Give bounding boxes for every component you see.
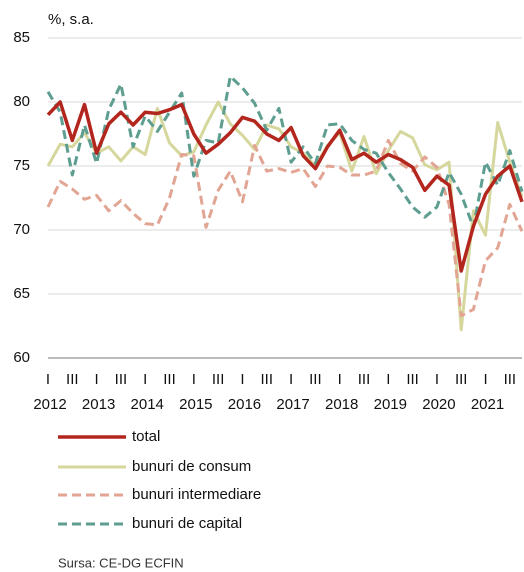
year-label: 2014 xyxy=(131,396,164,413)
legend-label: bunuri intermediare xyxy=(132,486,261,503)
x-tick-label: III xyxy=(115,371,128,388)
x-tick-label: III xyxy=(261,371,274,388)
year-label: 2021 xyxy=(471,396,504,413)
year-label: 2020 xyxy=(422,396,455,413)
x-tick-label: I xyxy=(143,371,147,388)
y-tick-label: 85 xyxy=(13,29,30,46)
y-tick-label: 70 xyxy=(13,221,30,238)
x-tick-label: I xyxy=(95,371,99,388)
legend-label: bunuri de consum xyxy=(132,458,251,475)
x-tick-label: I xyxy=(386,371,390,388)
y-tick-label: 80 xyxy=(13,93,30,110)
x-tick-label: I xyxy=(289,371,293,388)
year-label: 2012 xyxy=(33,396,66,413)
x-tick-label: I xyxy=(435,371,439,388)
year-label: 2015 xyxy=(179,396,212,413)
x-tick-label: III xyxy=(212,371,225,388)
series-line xyxy=(46,138,524,318)
x-tick-label: III xyxy=(504,371,517,388)
x-tick-label: III xyxy=(358,371,371,388)
x-tick-label: III xyxy=(309,371,322,388)
year-label: 2016 xyxy=(228,396,261,413)
x-tick-label: III xyxy=(163,371,176,388)
x-tick-label: III xyxy=(406,371,419,388)
year-label: 2017 xyxy=(276,396,309,413)
x-tick-label: III xyxy=(455,371,468,388)
y-tick-label: 65 xyxy=(13,285,30,302)
series-line xyxy=(46,100,524,273)
x-tick-label: I xyxy=(240,371,244,388)
source: Sursa: CE-DG ECFIN xyxy=(58,555,184,570)
year-label: 2013 xyxy=(82,396,115,413)
year-label: 2019 xyxy=(374,396,407,413)
x-tick-label: I xyxy=(46,371,50,388)
x-tick-label: III xyxy=(66,371,79,388)
y-tick-label: 75 xyxy=(13,157,30,174)
legend-label: bunuri de capital xyxy=(132,515,242,532)
y-tick-label: 60 xyxy=(13,349,30,366)
x-tick-label: I xyxy=(483,371,487,388)
year-label: 2018 xyxy=(325,396,358,413)
x-tick-label: I xyxy=(338,371,342,388)
y-axis-label: %, s.a. xyxy=(48,11,94,28)
legend-label: total xyxy=(132,428,160,445)
x-tick-label: I xyxy=(192,371,196,388)
